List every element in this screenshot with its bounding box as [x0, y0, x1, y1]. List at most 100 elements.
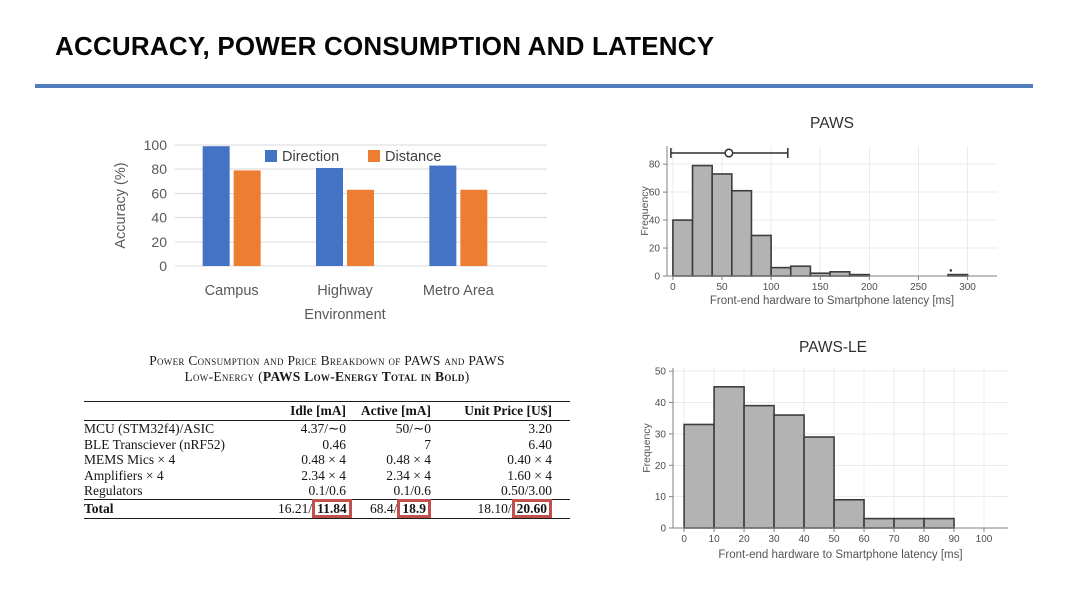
- total-price-cell: 18.10/20.60: [431, 498, 570, 519]
- histogram-bar: [743, 404, 775, 529]
- table-cell-label: MCU (STM32f4)/ASIC: [84, 421, 215, 436]
- title-underline-rule: [35, 84, 1033, 88]
- bar-distance: [233, 170, 261, 266]
- x-tick-label: 50: [828, 534, 840, 545]
- histogram-bar: [893, 517, 925, 529]
- table-cell-value: 6.40: [528, 436, 552, 452]
- histogram-bar: [711, 173, 733, 277]
- legend-label-distance: Distance: [385, 149, 441, 165]
- y-tick-label: 0: [654, 272, 660, 283]
- category-label: Campus: [205, 283, 259, 299]
- x-tick-label: 60: [858, 534, 870, 545]
- paws-latency-histogram: 0 50 100 150 200 250 300 0 20 40 60 80 PAWS Front-end…: [639, 115, 997, 307]
- y-tick-label: 10: [655, 492, 667, 503]
- total-idle-cell: 16.21/11.84: [278, 498, 352, 519]
- legend-swatch-direction: [265, 150, 277, 162]
- y-tick-label: 100: [144, 137, 168, 153]
- bar-direction: [429, 165, 457, 266]
- x-tick-label: 100: [976, 534, 993, 545]
- x-tick-label: 30: [769, 534, 781, 545]
- accuracy-bar-chart: 0 20 40 60 80 100 Accuracy (%) Campus Highway Met…: [113, 137, 547, 323]
- y-tick-label: 60: [151, 185, 167, 201]
- y-axis-label: Frequency: [639, 185, 651, 235]
- x-tick-label: 250: [910, 282, 927, 293]
- table-total-row: Total 16.21/11.84 68.4/18.9 18.10/20.60: [84, 498, 570, 519]
- x-tick-label: 10: [709, 534, 721, 545]
- y-tick-label: 80: [649, 160, 661, 171]
- histogram-bar: [803, 436, 835, 529]
- legend-swatch-distance: [368, 150, 380, 162]
- table-cell-label: MEMS Mics × 4: [84, 452, 176, 468]
- x-tick-label: 20: [739, 534, 751, 545]
- category-label: Highway: [317, 283, 373, 299]
- y-tick-label: 20: [151, 234, 167, 250]
- category-label: Metro Area: [423, 283, 495, 299]
- table-caption-line2-bold: PAWS Low-Energy Total in Bold: [262, 369, 465, 384]
- bar-distance: [347, 189, 374, 266]
- table-cell-value: 0.1/0.6: [393, 483, 431, 499]
- histogram-bar: [923, 517, 955, 529]
- errorbar-mean-marker: [724, 148, 734, 158]
- table-row: Regulators 0.1/0.6 0.1/0.6 0.50/3.00: [84, 483, 570, 499]
- x-axis-label: Environment: [304, 307, 385, 323]
- y-tick-label: 50: [655, 367, 667, 378]
- histogram-bar: [773, 414, 805, 529]
- x-tick-label: 100: [763, 282, 780, 293]
- histogram-bar: [672, 219, 694, 277]
- y-tick-label: 80: [151, 161, 167, 177]
- table-cell-value: 0.46: [322, 436, 346, 452]
- x-tick-label: 70: [888, 534, 900, 545]
- table-caption-line1: Power Consumption and Price Breakdown of…: [149, 353, 505, 368]
- table-row: MCU (STM32f4)/ASIC 4.37/∼0 50/∼0 3.20: [84, 421, 570, 437]
- y-axis-label: Accuracy (%): [113, 162, 129, 248]
- power-price-table: Idle [mA] Active [mA] Unit Price [U$] MC…: [84, 401, 570, 519]
- table-cell-value: 50/∼0: [395, 421, 431, 436]
- total-active-cell: 68.4/18.9: [346, 498, 431, 519]
- slide-title: ACCURACY, POWER CONSUMPTION AND LATENCY: [55, 31, 715, 61]
- bar-direction: [202, 146, 230, 266]
- y-tick-label: 40: [655, 398, 667, 409]
- histogram-bar: [829, 271, 851, 277]
- total-label: Total: [84, 498, 278, 519]
- header-active: Active [mA]: [346, 401, 431, 421]
- paws-le-latency-histogram: 0 10 20 30 40 50 60 70 80 90 100 0 10 20 30 40 50 PAWS-LE…: [641, 339, 1008, 561]
- y-tick-label: 40: [151, 210, 167, 226]
- table-cell-value: 0.50/3.00: [500, 483, 552, 499]
- table-cell-value: 0.1/0.6: [308, 483, 346, 499]
- power-price-table-section: Power Consumption and Price Breakdown of…: [84, 353, 570, 519]
- histogram-bar: [731, 189, 753, 277]
- chart-title: PAWS: [810, 115, 854, 132]
- total-idle-highlighted: 11.84: [312, 498, 352, 519]
- header-component: [84, 401, 278, 421]
- histogram-bar: [691, 164, 713, 277]
- bar-distance: [460, 189, 488, 266]
- histogram-bar: [750, 234, 772, 277]
- histogram-bar: [789, 265, 812, 277]
- x-tick-label: 200: [861, 282, 878, 293]
- x-axis-label: Front-end hardware to Smartphone latency…: [718, 549, 962, 561]
- table-cell-value: 3.20: [528, 421, 552, 436]
- y-axis-label: Frequency: [641, 422, 653, 472]
- x-tick-label: 0: [681, 534, 687, 545]
- histogram-bar: [833, 498, 865, 529]
- y-tick-label: 60: [649, 188, 661, 199]
- x-tick-label: 90: [948, 534, 960, 545]
- x-tick-label: 300: [959, 282, 976, 293]
- y-tick-label: 30: [655, 429, 667, 440]
- bar-direction: [316, 167, 343, 266]
- table-cell-value: 2.34 × 4: [301, 467, 346, 483]
- y-tick-label: 0: [159, 258, 167, 274]
- table-cell-value: 0.40 × 4: [507, 452, 552, 468]
- header-idle: Idle [mA]: [278, 401, 346, 421]
- outlier-marker: [949, 269, 953, 272]
- table-cell-label: Regulators: [84, 483, 143, 499]
- histogram-bar: [863, 517, 895, 529]
- table-cell-label: BLE Transciever (nRF52): [84, 436, 225, 452]
- legend-label-direction: Direction: [282, 149, 339, 165]
- total-price-prefix: 18.10/: [477, 500, 512, 516]
- x-tick-label: 80: [918, 534, 930, 545]
- y-tick-label: 40: [649, 216, 661, 227]
- total-active-prefix: 68.4/: [369, 500, 398, 516]
- total-price-highlighted: 20.60: [511, 498, 552, 519]
